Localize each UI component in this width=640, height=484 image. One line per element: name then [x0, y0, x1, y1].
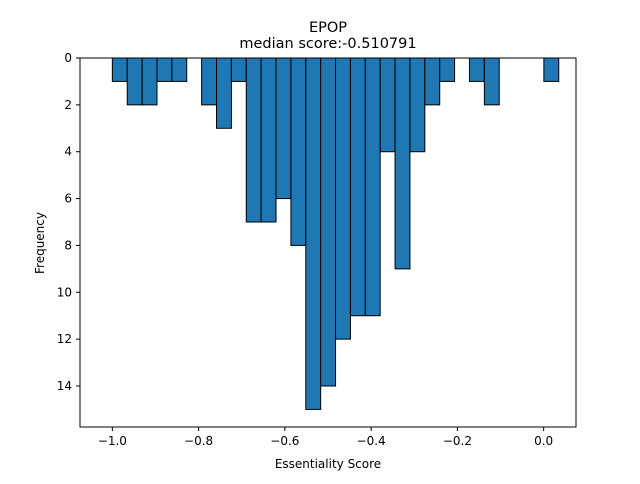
histogram-bar	[305, 57, 322, 410]
histogram-bar	[364, 57, 381, 317]
histogram-bar	[468, 57, 485, 82]
histogram-bar	[275, 57, 292, 200]
histogram-bar	[424, 57, 441, 106]
histogram-bar	[483, 57, 500, 106]
histogram-bar	[290, 57, 307, 246]
bars-layer	[111, 57, 560, 410]
x-tick-label: −0.8	[184, 434, 213, 448]
y-tick-label: 4	[64, 145, 72, 159]
histogram-bar	[260, 57, 277, 223]
histogram-bar	[543, 57, 560, 82]
x-tick-label: −0.2	[443, 434, 472, 448]
histogram-bar	[335, 57, 351, 340]
histogram-bar	[245, 57, 262, 223]
y-tick-label: 2	[64, 98, 72, 112]
x-tick-label: 0.0	[534, 434, 553, 448]
histogram-bar	[349, 57, 366, 317]
y-tick-label: 0	[64, 51, 72, 65]
histogram-bar	[171, 57, 188, 82]
y-tick-label: 8	[64, 238, 72, 252]
x-axis-label: Essentiality Score	[275, 457, 381, 471]
x-tick-label: −0.6	[270, 434, 299, 448]
histogram-bar	[216, 57, 232, 129]
plot-frame	[79, 57, 577, 428]
histogram-bar	[141, 57, 158, 106]
y-tick-label: 14	[57, 379, 72, 393]
histogram-bar	[201, 57, 218, 106]
y-axis-label: Frequency	[33, 212, 47, 274]
axes-layer: −1.0 −0.8 −0.6 −0.4 −0.2 0.0 0 2 4 6 8 10 12 14	[57, 51, 577, 448]
histogram-bar	[126, 57, 143, 106]
histogram-bar	[409, 57, 426, 153]
y-tick-label: 10	[57, 285, 72, 299]
histogram-bar	[379, 57, 396, 153]
chart-subtitle: median score:-0.510791	[239, 36, 416, 52]
x-tick-label: −1.0	[98, 434, 127, 448]
histogram-bar	[156, 57, 173, 82]
y-tick-label: 12	[57, 332, 72, 346]
chart-title: EPOP	[309, 20, 347, 36]
x-tick-label: −0.4	[357, 434, 386, 448]
histogram-bar	[439, 57, 456, 82]
histogram-bar	[394, 57, 411, 270]
histogram-bar	[320, 57, 337, 387]
histogram-bar	[111, 57, 128, 82]
y-tick-label: 6	[64, 192, 72, 206]
histogram-bar	[230, 57, 247, 82]
